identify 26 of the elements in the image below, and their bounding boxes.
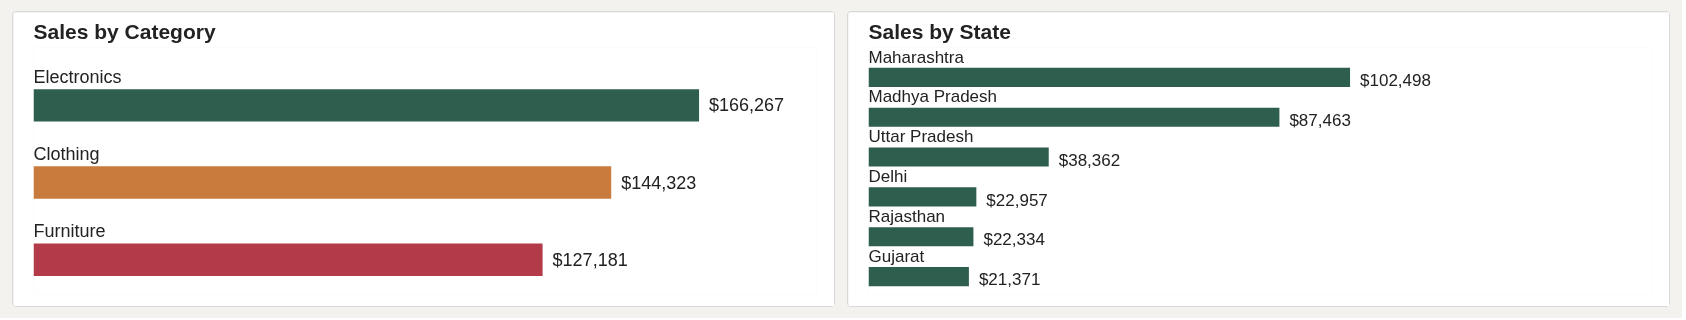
y-tick-label: Madhya Pradesh (868, 87, 998, 107)
y-tick-label: Furniture (33, 221, 106, 242)
bar (868, 147, 1049, 167)
y-tick-label: Maharashtra (868, 47, 965, 67)
y-tick-label: Delhi (868, 167, 908, 187)
bar (868, 187, 977, 207)
y-tick-label: Uttar Pradesh (868, 127, 974, 147)
data-label: $102,498 (1360, 71, 1431, 91)
y-tick-label: Electronics (33, 66, 122, 87)
data-label: $38,362 (1058, 150, 1121, 170)
chart-title: Sales by Category (33, 19, 216, 43)
data-label: $144,323 (621, 172, 697, 193)
data-label: $87,463 (1289, 110, 1351, 130)
y-tick-label: Gujarat (868, 246, 925, 266)
data-label: $166,267 (709, 95, 785, 116)
bar (868, 107, 1280, 127)
data-label: $22,957 (986, 190, 1048, 210)
y-tick-label: Clothing (33, 144, 100, 165)
data-label: $22,334 (983, 230, 1045, 250)
data-label: $127,181 (552, 249, 628, 270)
chart-title: Sales by State (868, 19, 1011, 43)
data-label: $21,371 (978, 270, 1041, 290)
bar (868, 267, 969, 287)
bar (868, 227, 974, 247)
bar (868, 67, 1351, 87)
y-tick-label: Rajasthan (868, 206, 946, 226)
